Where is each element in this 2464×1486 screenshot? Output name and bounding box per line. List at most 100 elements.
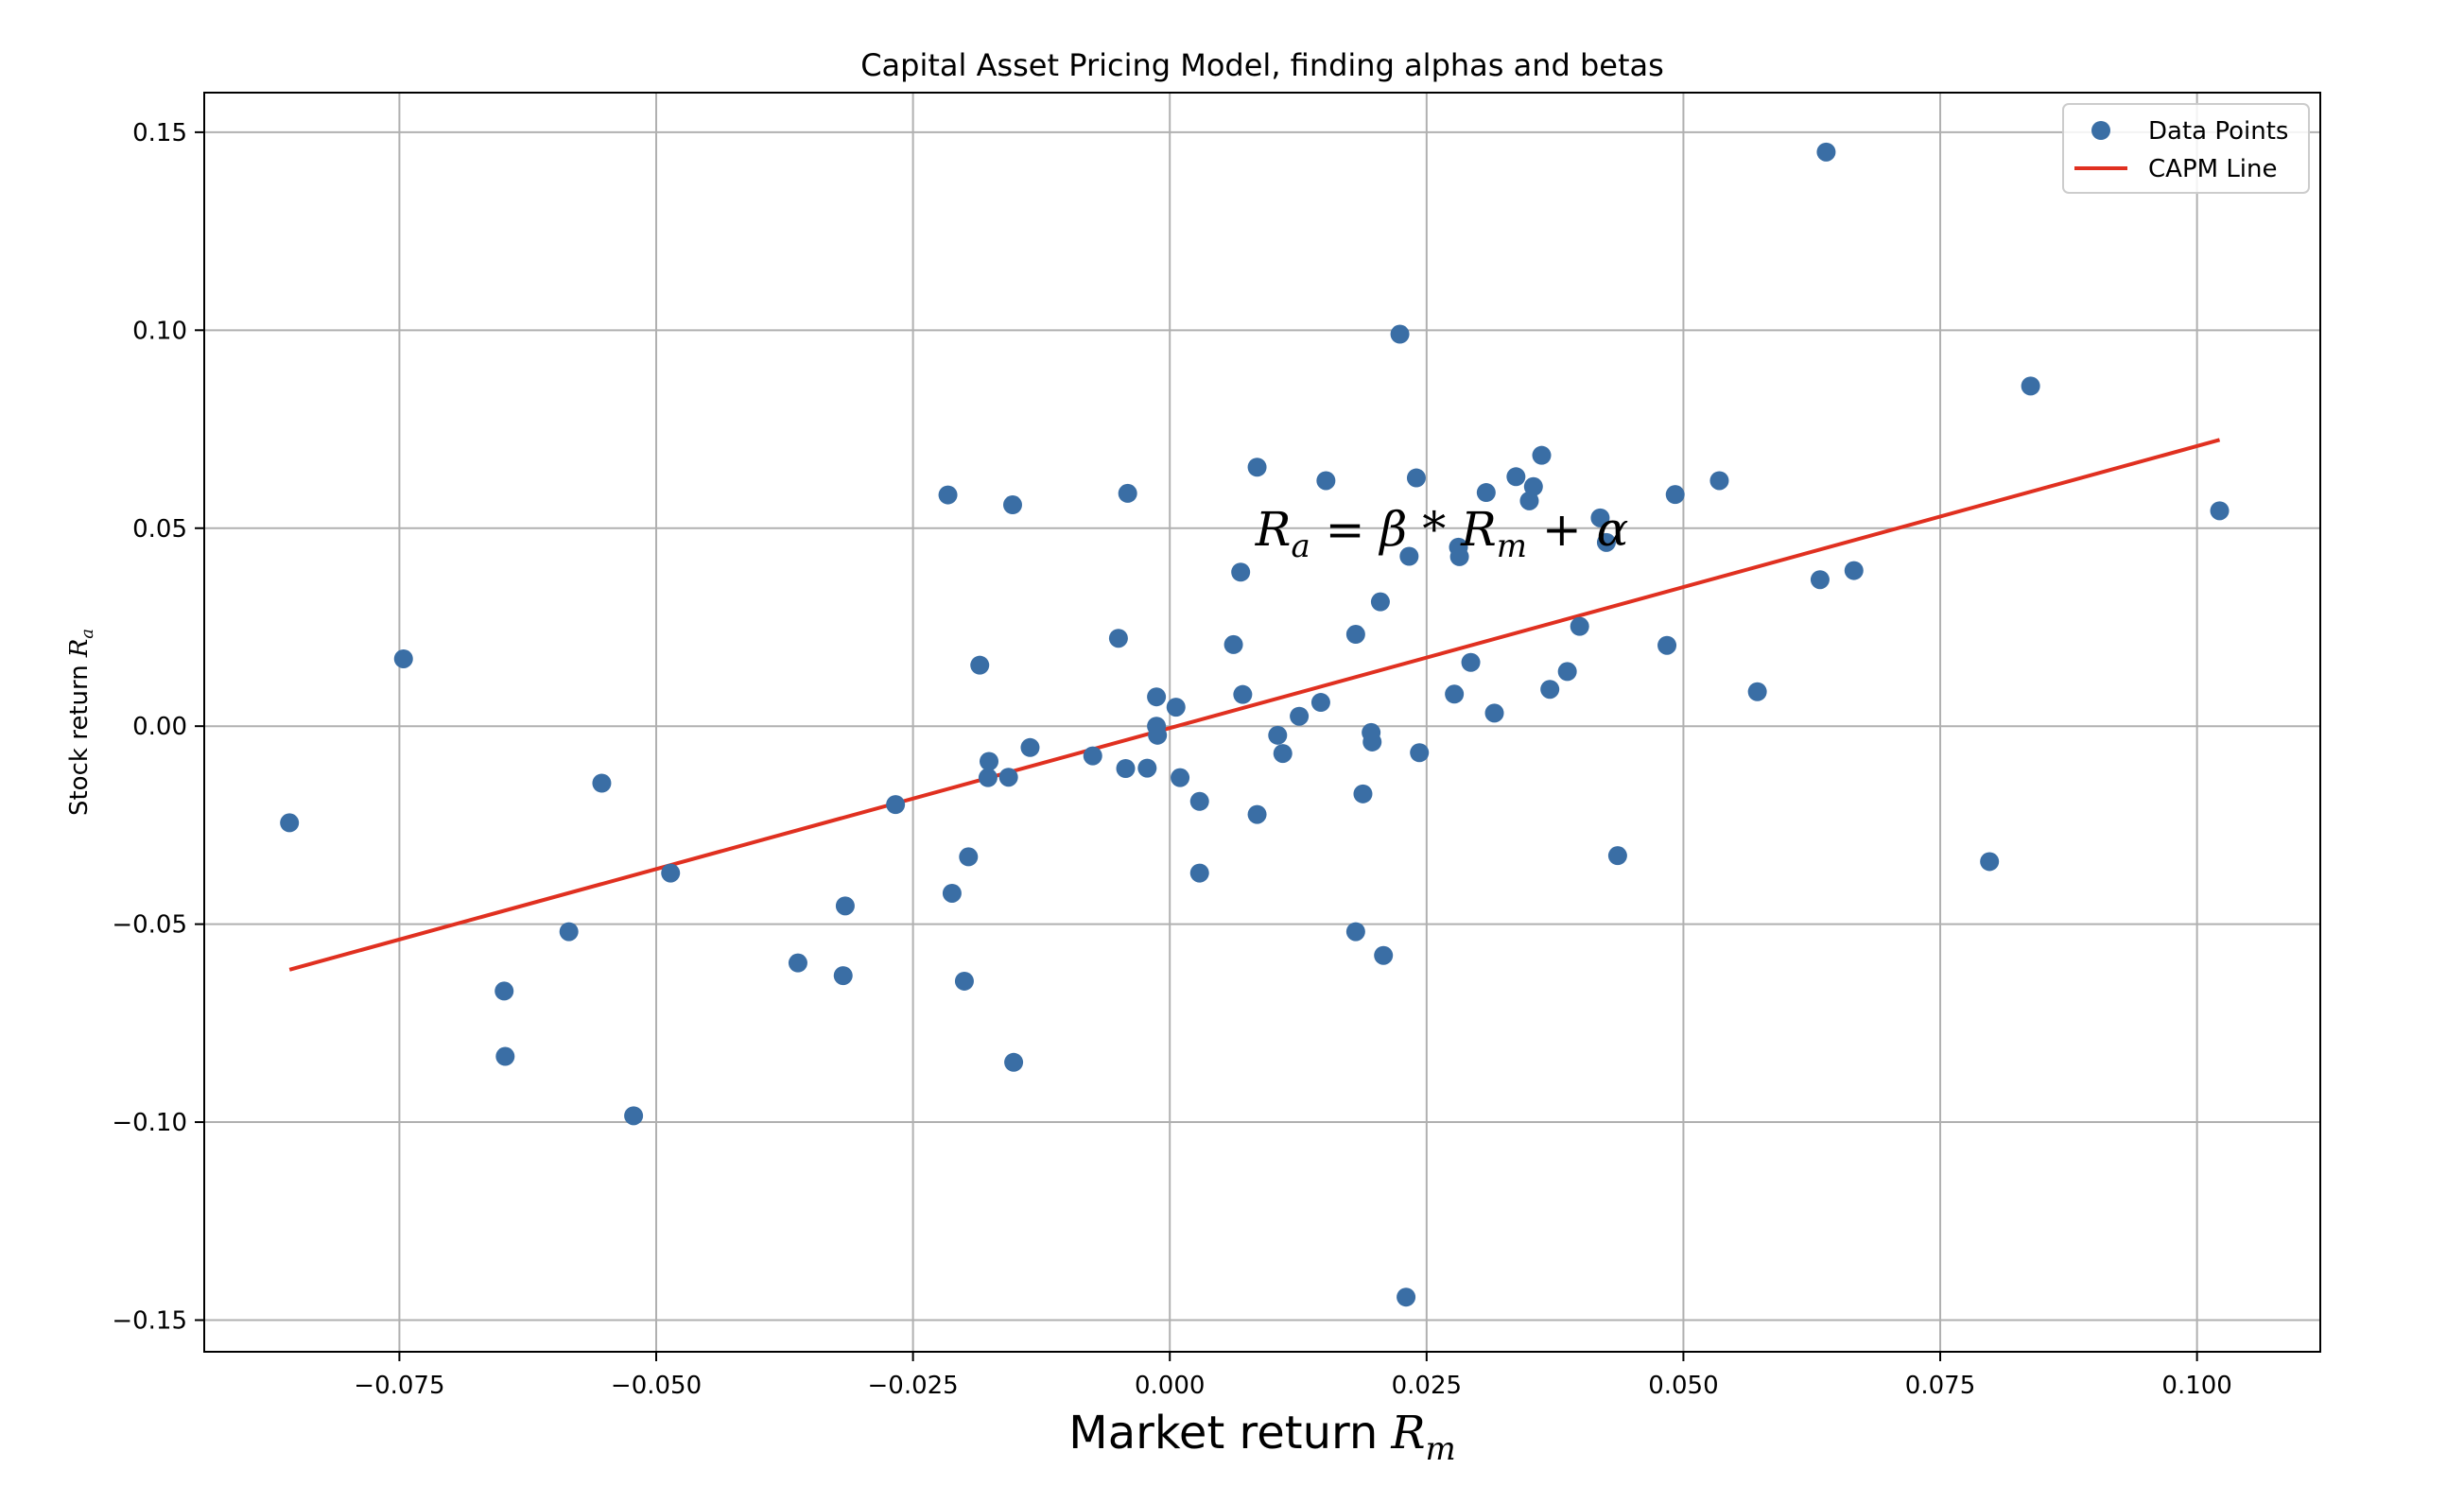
legend-label-capm-line: CAPM Line — [2148, 155, 2278, 183]
data-point — [886, 795, 906, 815]
data-point — [978, 768, 998, 787]
data-point — [980, 752, 999, 771]
y-tick-label: 0.00 — [132, 713, 187, 741]
equation-lhs-subscript: a — [1291, 527, 1310, 565]
data-point — [624, 1106, 644, 1126]
data-point — [495, 1046, 515, 1066]
data-point — [1747, 682, 1767, 701]
data-point — [1532, 445, 1552, 465]
data-point — [1596, 532, 1616, 552]
data-point — [1020, 737, 1040, 757]
x-tick-label: 0.075 — [1905, 1372, 1975, 1400]
y-tick-label: 0.10 — [132, 317, 187, 345]
data-point — [1410, 743, 1430, 763]
x-tick-label: −0.050 — [611, 1372, 702, 1400]
y-axis-label-symbol: R — [65, 639, 94, 659]
tick-layer: −0.075 −0.050 −0.025 0.000 0.025 0.050 0.075 0.… — [112, 119, 2232, 1400]
data-point — [393, 648, 413, 668]
y-tick-label: −0.05 — [112, 911, 187, 940]
data-point — [1607, 846, 1627, 866]
data-point — [1003, 495, 1023, 515]
data-points-layer — [280, 142, 2230, 1307]
x-tick-label: −0.025 — [868, 1372, 959, 1400]
data-point — [1345, 625, 1365, 645]
x-tick-label: 0.050 — [1648, 1372, 1718, 1400]
data-point — [1540, 680, 1560, 700]
data-point — [1476, 483, 1496, 503]
data-point — [280, 813, 300, 833]
data-point — [1709, 471, 1729, 491]
data-point — [998, 768, 1018, 787]
data-point — [495, 981, 514, 1001]
capm-regression-line — [288, 438, 2221, 972]
data-point — [1118, 483, 1137, 503]
data-point — [1461, 652, 1481, 672]
data-point — [1147, 687, 1167, 707]
data-point — [1449, 546, 1469, 566]
data-point — [1816, 142, 1836, 162]
data-point — [1171, 768, 1190, 787]
y-tick-label: −0.10 — [112, 1109, 187, 1137]
data-point — [942, 883, 962, 903]
legend-label-data-points: Data Points — [2148, 117, 2288, 146]
legend-marker-data-points — [2091, 121, 2110, 140]
data-point — [1570, 616, 1589, 636]
equation-lhs-symbol: R — [1255, 502, 1292, 557]
data-point — [1189, 863, 1209, 883]
data-point — [1231, 562, 1251, 582]
legend-box — [2062, 103, 2310, 194]
data-point — [1484, 703, 1504, 723]
data-point — [1657, 635, 1677, 655]
data-point — [1406, 468, 1426, 488]
x-axis-label-text: Market return — [1068, 1407, 1378, 1460]
data-point — [1390, 324, 1410, 344]
data-point — [661, 863, 681, 883]
data-point — [1108, 629, 1128, 648]
data-point — [1519, 491, 1539, 510]
data-point — [2021, 376, 2040, 396]
data-point — [835, 896, 855, 916]
data-point — [1137, 758, 1157, 778]
y-tick-label: −0.15 — [112, 1306, 187, 1335]
y-axis-label-subscript: a — [78, 629, 97, 639]
capm-line-layer — [288, 438, 2221, 972]
data-point — [959, 847, 979, 867]
chart-title: Capital Asset Pricing Model, finding alp… — [860, 47, 1664, 83]
y-tick-label: 0.05 — [132, 515, 187, 544]
data-point — [1004, 1052, 1024, 1072]
data-point — [1083, 746, 1102, 766]
data-point — [1166, 698, 1186, 717]
data-point — [1557, 662, 1577, 682]
data-point — [1290, 706, 1310, 726]
data-point — [1523, 476, 1543, 496]
x-tick-label: 0.025 — [1392, 1372, 1462, 1400]
data-point — [1247, 458, 1267, 477]
plot-frame — [203, 92, 2321, 1353]
x-axis-label-symbol: R — [1390, 1407, 1425, 1460]
x-tick-label: −0.075 — [354, 1372, 444, 1400]
data-point — [1189, 791, 1209, 811]
data-point — [1345, 922, 1365, 942]
data-point — [1397, 1287, 1416, 1307]
grid-layer — [204, 93, 2320, 1352]
data-point — [1374, 945, 1394, 965]
data-point — [1316, 471, 1336, 491]
data-point — [1353, 784, 1373, 803]
data-point — [1980, 852, 2000, 872]
equation-rhs-symbol: R — [1460, 502, 1497, 557]
data-point — [1506, 467, 1526, 487]
data-point — [1247, 804, 1267, 824]
data-point — [1148, 725, 1168, 745]
y-axis-label-text: Stock return — [65, 665, 94, 816]
equation-tail: + α — [1527, 502, 1628, 557]
data-point — [1370, 592, 1390, 612]
equation-rhs-subscript: m — [1497, 527, 1527, 565]
y-tick-label: 0.15 — [132, 119, 187, 147]
data-point — [938, 485, 958, 505]
x-axis-label-subscript: m — [1425, 1430, 1455, 1468]
x-axis-label: Market return Rm — [1068, 1407, 1455, 1468]
data-point — [1268, 725, 1288, 745]
